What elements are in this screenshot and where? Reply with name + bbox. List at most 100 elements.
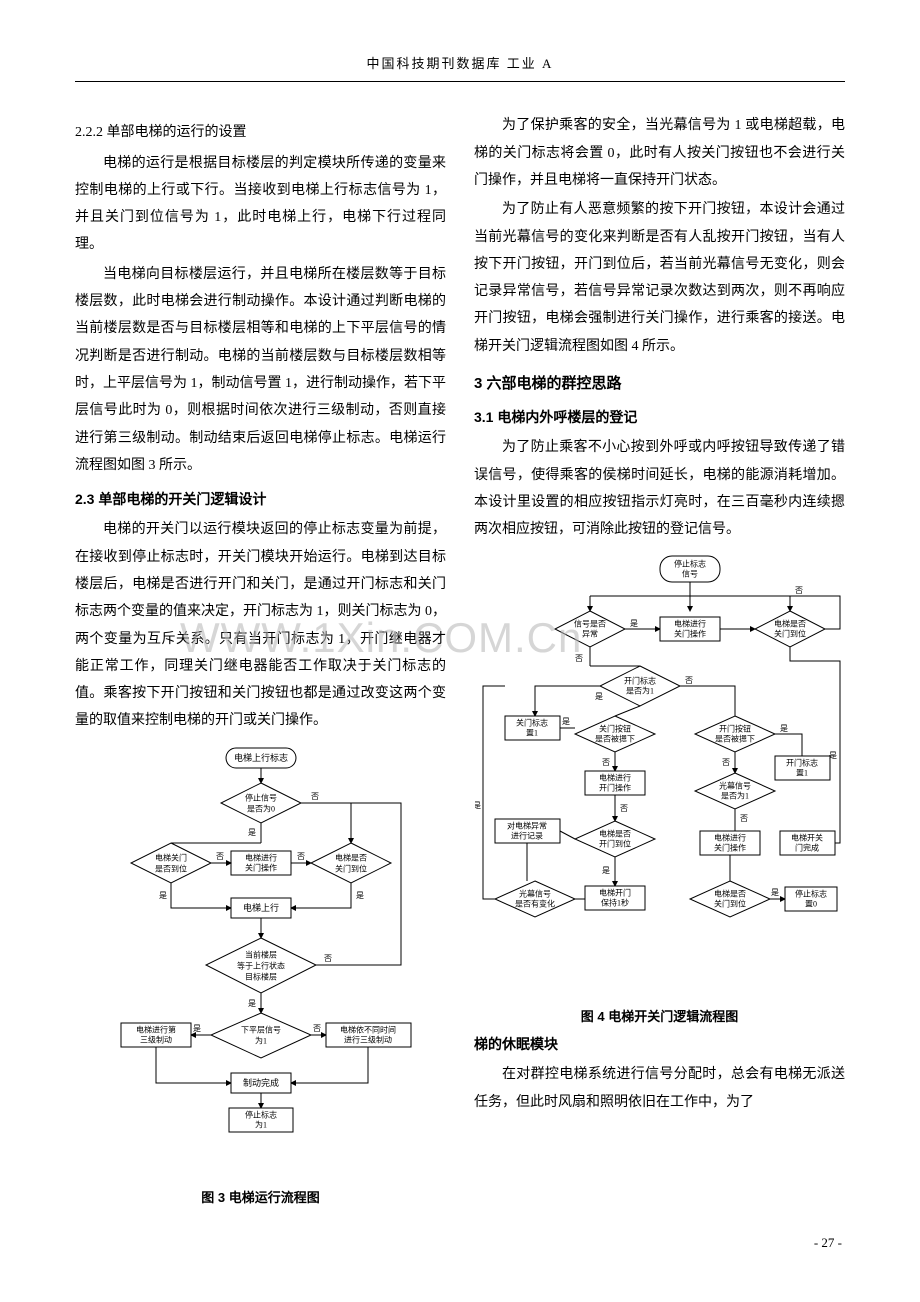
svg-text:否: 否 [740, 814, 748, 823]
content-columns: 2.2.2 单部电梯的运行的设置 电梯的运行是根据目标楼层的判定模块所传递的变量… [75, 112, 845, 1209]
para-23a: 电梯的开关门以运行模块返回的停止标志变量为前提，在接收到停止标志时，开关门模块开… [75, 516, 446, 734]
svg-text:异常: 异常 [582, 630, 598, 639]
page-header: 中国科技期刊数据库 工业 A [0, 0, 920, 75]
svg-text:电梯上行: 电梯上行 [242, 902, 278, 913]
heading-2-3: 2.3 单部电梯的开关门逻辑设计 [75, 487, 446, 512]
svg-text:电梯是否: 电梯是否 [714, 889, 746, 899]
svg-text:关门按钮: 关门按钮 [599, 724, 631, 734]
fc3-d1-l1: 停止信号 [245, 792, 277, 802]
para-31: 为了防止乘客不小心按到外呼或内呼按钮导致传递了错误信号，使得乘客的侯梯时间延长，… [474, 434, 845, 543]
fc3-d1-l2: 是否为0 [247, 803, 275, 813]
para-top-a: 为了保护乘客的安全，当光幕信号为 1 或电梯超载，电梯的关门标志将会置 0，此时… [474, 112, 845, 194]
heading-sleep: 梯的休眠模块 [474, 1032, 845, 1057]
header-title: 中国科技期刊数据库 工业 A [367, 56, 554, 71]
svg-text:是: 是 [595, 692, 603, 701]
svg-text:光幕信号: 光幕信号 [719, 781, 751, 791]
svg-text:否: 否 [722, 758, 730, 767]
svg-text:否: 否 [313, 1024, 321, 1033]
svg-text:对电梯异常: 对电梯异常 [507, 821, 547, 831]
svg-text:停止标志: 停止标志 [245, 1109, 277, 1119]
svg-text:关门操作: 关门操作 [245, 862, 277, 872]
svg-text:电梯进行: 电梯进行 [714, 833, 746, 843]
figure-4: 停止标志 信号 否 信号是否 异常 是 电梯进行 关门操作 [474, 551, 845, 1028]
svg-text:电梯进行: 电梯进行 [599, 773, 631, 783]
svg-text:信号是否: 信号是否 [574, 619, 606, 629]
svg-text:是: 是 [780, 724, 788, 733]
svg-text:否: 否 [216, 852, 224, 861]
svg-text:电梯开关: 电梯开关 [791, 833, 823, 843]
svg-text:关门操作: 关门操作 [714, 843, 746, 853]
svg-text:进行记录: 进行记录 [511, 831, 543, 841]
svg-text:制动完成: 制动完成 [242, 1077, 278, 1088]
svg-text:是: 是 [356, 891, 364, 900]
svg-text:是否被摁下: 是否被摁下 [595, 734, 635, 744]
svg-text:保持1秒: 保持1秒 [601, 898, 629, 908]
svg-text:是: 是 [562, 717, 570, 726]
left-column: 2.2.2 单部电梯的运行的设置 电梯的运行是根据目标楼层的判定模块所传递的变量… [75, 112, 446, 1209]
svg-text:是: 是 [248, 828, 256, 837]
svg-text:否: 否 [685, 676, 693, 685]
figure-3: 电梯上行标志 停止信号 是否为0 是 否 电梯关门 是否到位 否 电梯进行 [75, 743, 446, 1210]
svg-text:是否为1: 是否为1 [626, 686, 654, 696]
svg-text:是否为1: 是否为1 [721, 791, 749, 801]
svg-text:置1: 置1 [796, 769, 808, 778]
svg-text:电梯是否: 电梯是否 [774, 619, 806, 629]
para-sleep: 在对群控电梯系统进行信号分配时，总会有电梯无派送任务，但此时风扇和照明依旧在工作… [474, 1061, 845, 1116]
para-222a: 电梯的运行是根据目标楼层的判定模块所传递的变量来控制电梯的上行或下行。当接收到电… [75, 150, 446, 259]
svg-text:等于上行状态: 等于上行状态 [237, 960, 285, 970]
svg-text:是: 是 [602, 866, 610, 875]
svg-text:否: 否 [795, 586, 803, 595]
heading-3-1: 3.1 电梯内外呼楼层的登记 [474, 405, 845, 430]
svg-text:开门操作: 开门操作 [599, 783, 631, 793]
svg-text:否: 否 [575, 654, 583, 663]
svg-text:电梯进行: 电梯进行 [245, 852, 277, 862]
svg-text:否: 否 [311, 792, 319, 801]
svg-text:开门标志: 开门标志 [786, 758, 818, 768]
svg-text:是: 是 [771, 888, 779, 897]
svg-text:置0: 置0 [805, 900, 817, 909]
svg-text:是: 是 [248, 999, 256, 1008]
svg-text:电梯进行第: 电梯进行第 [136, 1024, 176, 1034]
svg-text:为1: 为1 [255, 1119, 267, 1129]
svg-text:信号: 信号 [682, 569, 698, 579]
para-222b: 当电梯向目标楼层运行，并且电梯所在楼层数等于目标楼层数，此时电梯会进行制动操作。… [75, 261, 446, 479]
svg-text:否: 否 [297, 852, 305, 861]
svg-text:目标楼层: 目标楼层 [245, 971, 277, 981]
svg-text:下平层信号: 下平层信号 [241, 1024, 281, 1034]
flowchart-3: 电梯上行标志 停止信号 是否为0 是 否 电梯关门 是否到位 否 电梯进行 [101, 743, 421, 1173]
svg-text:为1: 为1 [255, 1035, 267, 1045]
svg-text:关门操作: 关门操作 [674, 629, 706, 639]
svg-text:停止标志: 停止标志 [674, 559, 706, 569]
right-column: 为了保护乘客的安全，当光幕信号为 1 或电梯超载，电梯的关门标志将会置 0，此时… [474, 112, 845, 1209]
svg-text:电梯是否: 电梯是否 [599, 829, 631, 839]
heading-2-2-2: 2.2.2 单部电梯的运行的设置 [75, 120, 446, 145]
page-number: - 27 - [814, 1231, 842, 1254]
figure-4-caption: 图 4 电梯开关门逻辑流程图 [474, 1005, 845, 1028]
svg-text:光幕信号: 光幕信号 [519, 889, 551, 899]
svg-text:是否有变化: 是否有变化 [515, 899, 555, 909]
svg-text:电梯进行: 电梯进行 [674, 619, 706, 629]
fc3-start: 电梯上行标志 [233, 752, 287, 763]
flowchart-4: 停止标志 信号 否 信号是否 异常 是 电梯进行 关门操作 [475, 551, 845, 991]
svg-text:关门到位: 关门到位 [335, 863, 367, 873]
svg-text:是否到位: 是否到位 [155, 863, 187, 873]
svg-text:是: 是 [828, 751, 837, 760]
svg-text:进行三级制动: 进行三级制动 [344, 1034, 392, 1044]
svg-text:关门到位: 关门到位 [774, 629, 806, 639]
svg-text:当前楼层: 当前楼层 [245, 949, 277, 959]
svg-text:电梯关门: 电梯关门 [155, 852, 187, 862]
heading-3: 3 六部电梯的群控思路 [474, 370, 845, 397]
svg-text:开门按钮: 开门按钮 [719, 724, 751, 734]
svg-text:是: 是 [475, 801, 482, 810]
svg-text:是: 是 [630, 619, 638, 628]
svg-text:关门标志: 关门标志 [516, 718, 548, 728]
para-top-b: 为了防止有人恶意频繁的按下开门按钮，本设计会通过当前光幕信号的变化来判断是否有人… [474, 196, 845, 360]
svg-text:是: 是 [159, 891, 167, 900]
svg-text:是: 是 [193, 1024, 201, 1033]
svg-text:三级制动: 三级制动 [140, 1034, 172, 1044]
svg-text:停止标志: 停止标志 [795, 889, 827, 899]
svg-text:门完成: 门完成 [795, 843, 819, 853]
svg-text:是否被摁下: 是否被摁下 [715, 734, 755, 744]
svg-text:否: 否 [602, 758, 610, 767]
svg-text:置1: 置1 [526, 729, 538, 738]
